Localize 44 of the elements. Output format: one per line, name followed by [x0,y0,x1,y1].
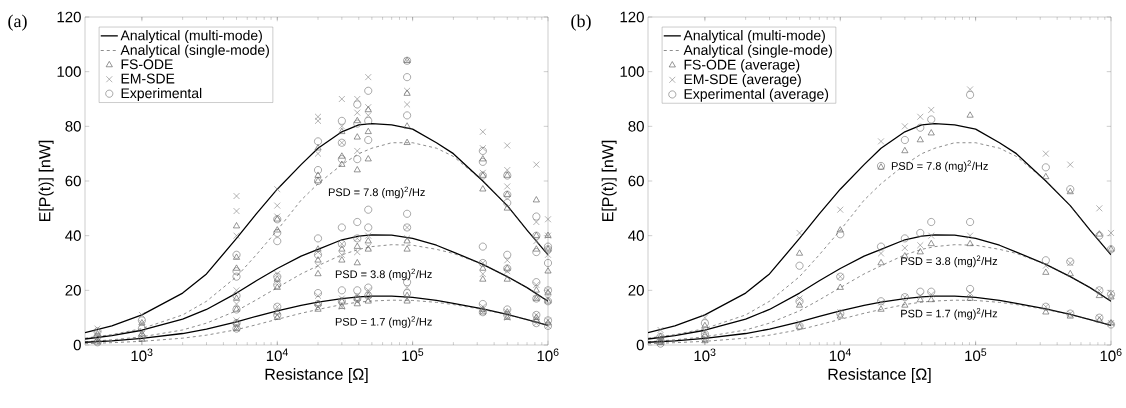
y-tick-label: 80 [628,121,644,132]
legend-label: Analytical (single-mode) [120,44,269,58]
chart-title: (a) [8,14,27,31]
x-axis-title: Resistance [Ω] [265,368,368,384]
annotation: PSD = 1.7 (mg)$^{2}$/Hz [901,308,998,320]
y-tick-label: 0 [73,339,81,351]
x-tick-label: 10$^{4}$ [829,348,851,362]
y-tick-label: 20 [65,285,81,296]
y-tick-label: 120 [620,11,644,23]
legend-label: EM-SDE (average) [684,73,801,88]
y-axis-title: E[P(t)] [nW] [38,140,54,222]
legend-label: Analytical (multi-mode) [683,30,825,44]
x-tick-label: 10$^{6}$ [1100,348,1122,362]
x-tick-label: 10$^{3}$ [131,348,153,362]
x-axis-title: Resistance [Ω] [828,368,931,384]
y-axis-title: E[P(t)] [nW] [601,140,617,222]
legend-label: FS-ODE (average) [684,59,800,73]
y-tick-label: 60 [628,175,644,187]
x-tick-label: 10$^{4}$ [266,348,288,362]
y-tick-label: 100 [620,66,644,77]
legend-label: Analytical (single-mode) [683,44,832,58]
legend-label: Experimental (average) [684,88,829,102]
y-tick-label: 120 [57,11,81,23]
x-tick-label: 10$^{6}$ [537,348,559,362]
y-tick-label: 40 [628,230,644,241]
y-tick-label: 0 [636,339,644,351]
y-tick-label: 20 [628,285,644,296]
x-tick-label: 10$^{3}$ [694,348,716,362]
legend-label: EM-SDE [121,73,175,84]
x-tick-label: 10$^{5}$ [402,348,424,362]
annotation: PSD = 7.8 (mg)$^{2}$/Hz [891,160,988,173]
annotation: PSD = 1.7 (mg)$^{2}$/Hz [335,316,432,328]
y-tick-label: 100 [57,66,81,77]
chart-title: (b) [571,14,591,31]
y-tick-label: 80 [65,121,81,132]
legend-label: Analytical (multi-mode) [120,30,262,44]
legend-label: FS-ODE [121,59,173,70]
x-tick-label: 10$^{5}$ [965,348,987,362]
legend-label: Experimental [121,87,202,101]
y-tick-label: 40 [65,230,81,241]
annotation: PSD = 3.8 (mg)$^{2}$/Hz [335,268,432,281]
annotation: PSD = 3.8 (mg)$^{2}$/Hz [901,255,998,268]
y-tick-label: 60 [65,175,81,187]
annotation: PSD = 7.8 (mg)$^{2}$/Hz [328,186,425,199]
